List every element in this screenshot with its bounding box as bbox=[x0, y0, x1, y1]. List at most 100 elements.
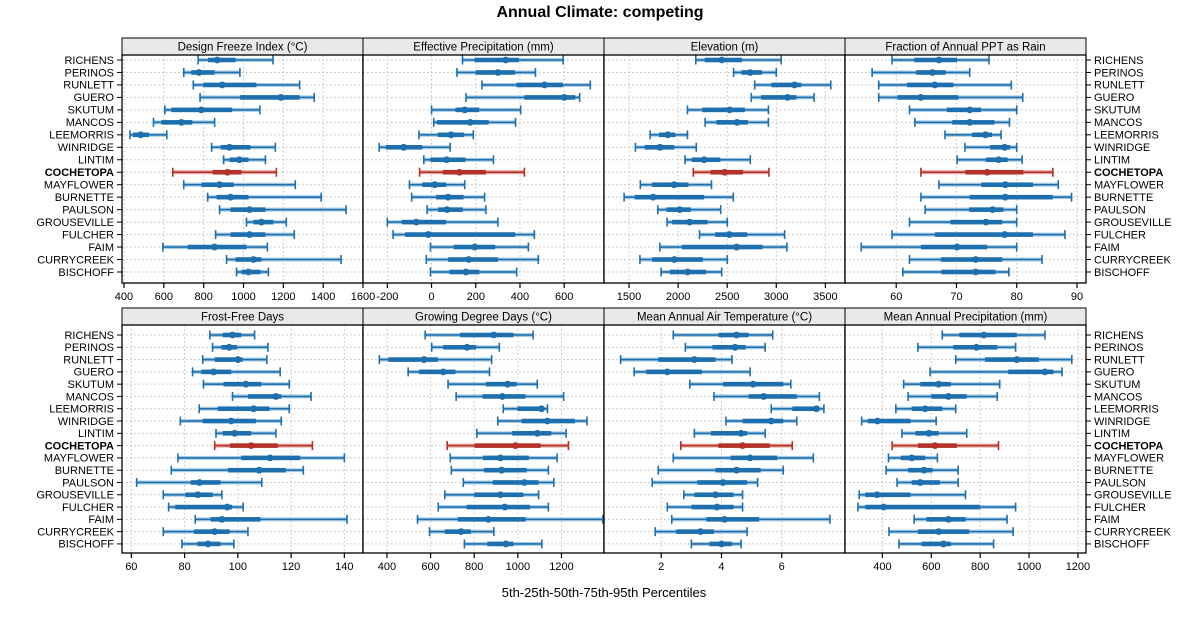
median-dot bbox=[733, 331, 740, 339]
axis-tick-label: 140 bbox=[335, 561, 353, 573]
whisker-cap-left bbox=[182, 180, 185, 190]
site-series bbox=[225, 255, 342, 265]
whisker-cap-left bbox=[858, 490, 860, 500]
site-series bbox=[692, 167, 770, 177]
median-dot bbox=[501, 503, 509, 511]
whisker-cap-left bbox=[753, 80, 756, 90]
iqr-bar-25-75 bbox=[865, 504, 981, 510]
site-label-right: BURNETTE bbox=[1094, 465, 1153, 477]
site-series bbox=[732, 67, 778, 77]
median-dot bbox=[670, 181, 678, 189]
whisker-cap-right bbox=[1006, 514, 1008, 524]
whisker-cap-left bbox=[218, 205, 221, 215]
median-dot bbox=[980, 331, 988, 339]
site-series bbox=[860, 242, 1018, 252]
median-dot bbox=[246, 231, 253, 238]
whisker-cap-left bbox=[429, 242, 432, 252]
whisker-cap-left bbox=[690, 539, 693, 549]
whisker-cap-left bbox=[214, 230, 217, 240]
iqr-bar-25-75 bbox=[710, 431, 748, 436]
iqr-bar-25-75 bbox=[235, 257, 262, 262]
whisker-cap-right bbox=[1064, 230, 1066, 240]
site-series bbox=[908, 255, 1043, 265]
median-dot bbox=[272, 393, 280, 400]
median-dot bbox=[466, 118, 474, 126]
iqr-bar-25-75 bbox=[907, 82, 954, 88]
whisker-cap-left bbox=[692, 167, 695, 177]
whisker-cap-right bbox=[997, 441, 1000, 451]
whisker-cap-right bbox=[1015, 142, 1018, 152]
whisker-cap-left bbox=[891, 230, 893, 240]
axis-tick-label: 200 bbox=[467, 291, 485, 303]
whisker-cap-right bbox=[957, 477, 959, 487]
strip-label: Fraction of Annual PPT as Rain bbox=[885, 42, 1045, 54]
whisker-cap-left bbox=[450, 465, 453, 475]
site-label-right: GROUSEVILLE bbox=[1094, 217, 1172, 229]
range-line-5-95 bbox=[183, 183, 296, 186]
panel-border bbox=[844, 324, 1087, 554]
whisker-cap-left bbox=[378, 142, 380, 152]
site-series bbox=[623, 192, 735, 202]
panel-mean-annual-air-temperature-c: Mean Annual Air Temperature (°C) 2 4 6 bbox=[603, 307, 846, 573]
median-dot bbox=[966, 118, 974, 126]
median-dot bbox=[225, 343, 233, 351]
site-label-left: LINTIM bbox=[78, 428, 114, 440]
whisker-cap-left bbox=[860, 242, 863, 252]
site-label-right: FULCHER bbox=[1094, 502, 1146, 514]
site-label-right: LINTIM bbox=[1094, 428, 1130, 440]
site-label-left: COCHETOPA bbox=[45, 167, 114, 179]
whisker-cap-left bbox=[182, 67, 185, 77]
median-dot bbox=[649, 193, 657, 201]
site-series bbox=[162, 242, 269, 252]
axis-tick-label: 400 bbox=[873, 561, 891, 573]
site-series bbox=[462, 477, 555, 487]
site-series bbox=[964, 142, 1018, 152]
whisker-cap-left bbox=[634, 142, 637, 152]
site-series bbox=[929, 367, 1063, 377]
site-series bbox=[209, 330, 256, 340]
whisker-cap-right bbox=[556, 453, 558, 463]
site-series bbox=[162, 490, 223, 500]
whisker-cap-right bbox=[968, 67, 971, 77]
site-series bbox=[410, 192, 486, 202]
whisker-cap-left bbox=[920, 167, 922, 177]
whisker-cap-left bbox=[408, 180, 411, 190]
panel-mean-annual-precipitation-mm: Mean Annual Precipitation (mm) 400 600 800 1… bbox=[844, 307, 1090, 573]
site-series bbox=[639, 255, 729, 265]
whisker-cap-right bbox=[695, 142, 698, 152]
whisker-cap-right bbox=[293, 230, 296, 240]
site-series bbox=[392, 230, 536, 240]
median-dot bbox=[541, 81, 548, 89]
median-dot bbox=[229, 331, 236, 339]
whisker-cap-right bbox=[957, 465, 959, 475]
whisker-cap-right bbox=[1041, 255, 1043, 265]
iqr-bar-25-75 bbox=[771, 82, 802, 88]
site-series bbox=[418, 167, 526, 177]
whisker-cap-left bbox=[461, 55, 464, 65]
whisker-cap-right bbox=[726, 255, 729, 265]
whisker-cap-right bbox=[764, 428, 766, 438]
site-series bbox=[152, 117, 216, 127]
whisker-cap-left bbox=[929, 367, 931, 377]
site-series bbox=[461, 55, 564, 65]
whisker-cap-left bbox=[476, 428, 478, 438]
iqr-bar-25-75 bbox=[702, 107, 745, 113]
median-dot bbox=[223, 503, 231, 511]
whisker-cap-right bbox=[274, 142, 277, 152]
site-label-left: LEEMORRIS bbox=[49, 404, 114, 416]
whisker-cap-left bbox=[684, 342, 687, 352]
median-dot bbox=[226, 143, 233, 151]
median-dot bbox=[471, 243, 479, 251]
site-label-right: MAYFLOWER bbox=[1094, 180, 1164, 192]
site-series bbox=[902, 267, 1010, 277]
site-label-left: GUERO bbox=[74, 92, 115, 104]
median-dot bbox=[462, 268, 470, 276]
axis-tick-label: 600 bbox=[555, 291, 573, 303]
site-series bbox=[660, 267, 723, 277]
strip-label: Growing Degree Days (°C) bbox=[415, 312, 552, 324]
site-series bbox=[750, 92, 815, 102]
site-series bbox=[672, 453, 815, 463]
whisker-cap-right bbox=[1071, 355, 1073, 365]
whisker-cap-left bbox=[192, 80, 195, 90]
